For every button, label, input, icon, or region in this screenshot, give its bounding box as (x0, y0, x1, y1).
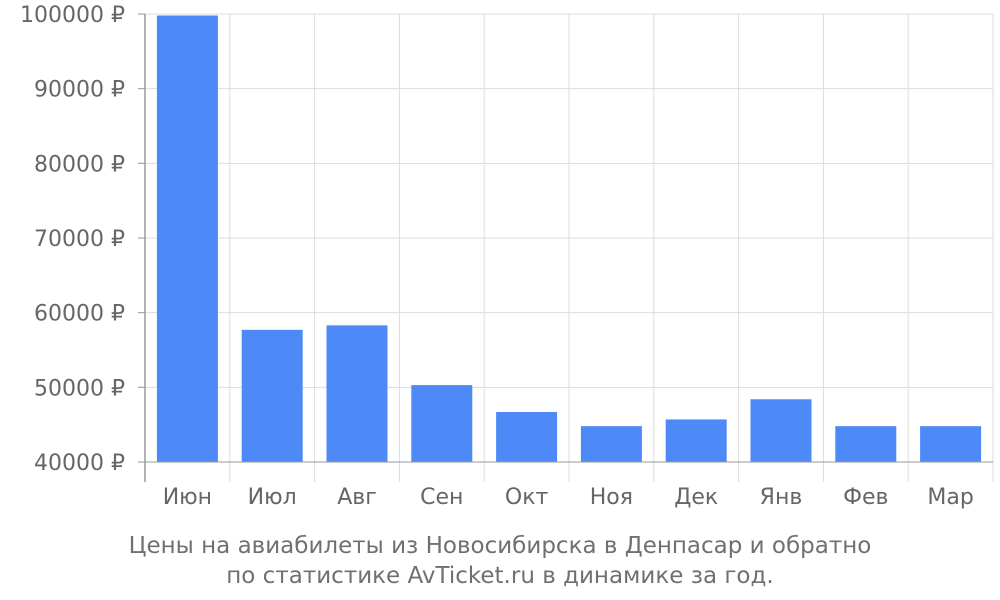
bars (156, 15, 982, 462)
bar-10 (920, 426, 982, 462)
grid-lines (144, 13, 994, 463)
y-tick-label: 60000 ₽ (34, 302, 125, 327)
axes (138, 13, 994, 482)
x-axis-ticks: Июн Июл Авг Сен Окт Ноя Дек Янв Фев Мар (163, 485, 974, 510)
x-tick-label: Июл (248, 485, 297, 510)
x-tick-label: Авг (337, 485, 377, 510)
y-tick-label: 100000 ₽ (20, 3, 125, 28)
y-tick-label: 80000 ₽ (34, 152, 125, 177)
chart-caption-line-1: Цены на авиабилеты из Новосибирска в Ден… (128, 533, 872, 559)
bar-8 (750, 399, 812, 462)
y-tick-label: 40000 ₽ (34, 451, 125, 476)
bar-6 (580, 426, 642, 462)
x-tick-label: Янв (760, 485, 803, 510)
x-tick-label: Мар (927, 485, 973, 510)
bar-3 (326, 325, 388, 462)
x-tick-label: Сен (420, 485, 463, 510)
chart-caption-line-2: по статистике AvTicket.ru в динамике за … (226, 563, 774, 589)
bar-7 (665, 419, 727, 462)
bar-chart: 40000 ₽ 50000 ₽ 60000 ₽ 70000 ₽ 80000 ₽ 90000… (20, 3, 994, 510)
y-tick-label: 90000 ₽ (34, 78, 125, 103)
x-tick-label: Фев (843, 485, 888, 510)
x-tick-label: Ноя (590, 485, 633, 510)
bar-9 (835, 426, 897, 462)
x-tick-label: Дек (674, 485, 718, 510)
bar-5 (496, 411, 558, 462)
bar-4 (411, 385, 473, 462)
y-tick-label: 50000 ₽ (34, 376, 125, 401)
x-tick-label: Окт (505, 485, 549, 510)
bar-1 (156, 15, 218, 462)
bar-2 (241, 329, 303, 462)
x-tick-label: Июн (163, 485, 212, 510)
y-axis-ticks: 40000 ₽ 50000 ₽ 60000 ₽ 70000 ₽ 80000 ₽ 90000… (20, 3, 125, 476)
y-tick-label: 70000 ₽ (34, 227, 125, 252)
